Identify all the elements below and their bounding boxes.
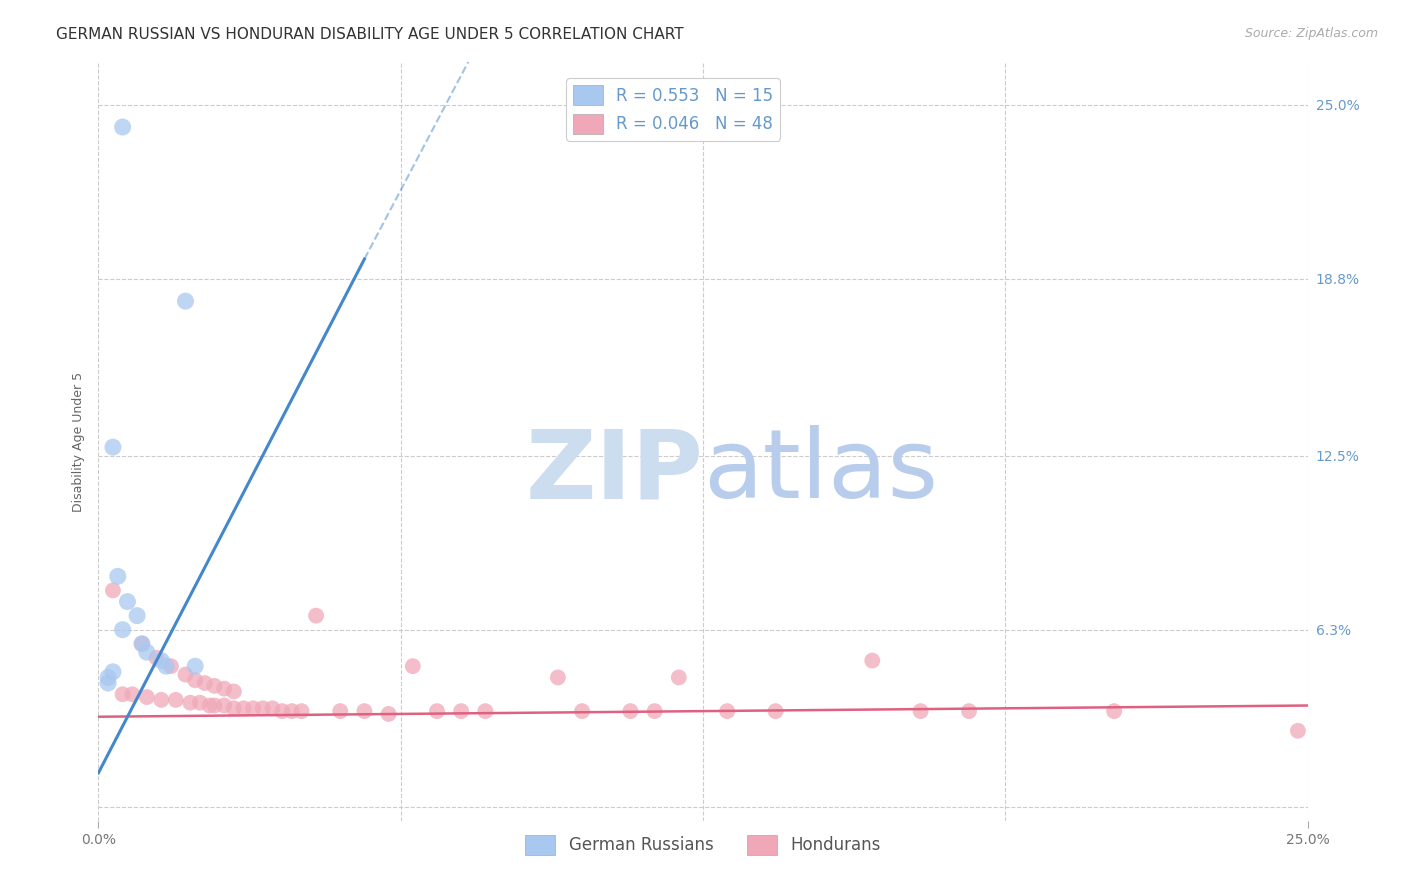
Point bbox=[101, 665, 124, 679]
Point bbox=[160, 659, 183, 673]
Point bbox=[117, 594, 139, 608]
Point bbox=[1102, 704, 1125, 718]
Point bbox=[127, 608, 149, 623]
Point bbox=[97, 670, 120, 684]
Point bbox=[101, 440, 124, 454]
Point bbox=[1286, 723, 1309, 738]
Point bbox=[145, 650, 167, 665]
Text: atlas: atlas bbox=[703, 425, 938, 518]
Point bbox=[716, 704, 738, 718]
Point bbox=[353, 704, 375, 718]
Point bbox=[198, 698, 221, 713]
Point bbox=[165, 693, 187, 707]
Point bbox=[377, 706, 399, 721]
Point bbox=[184, 673, 207, 688]
Point bbox=[474, 704, 496, 718]
Point bbox=[242, 701, 264, 715]
Legend: German Russians, Hondurans: German Russians, Hondurans bbox=[519, 828, 887, 862]
Point bbox=[571, 704, 593, 718]
Point bbox=[232, 701, 254, 715]
Point bbox=[111, 623, 134, 637]
Point bbox=[402, 659, 425, 673]
Point bbox=[188, 696, 211, 710]
Point bbox=[910, 704, 932, 718]
Point bbox=[184, 659, 207, 673]
Point bbox=[101, 583, 124, 598]
Point bbox=[150, 654, 173, 668]
Point bbox=[204, 698, 226, 713]
Point bbox=[619, 704, 641, 718]
Point bbox=[547, 670, 569, 684]
Point bbox=[290, 704, 312, 718]
Point bbox=[450, 704, 472, 718]
Point bbox=[174, 294, 197, 309]
Point bbox=[957, 704, 980, 718]
Point bbox=[252, 701, 274, 715]
Point bbox=[121, 687, 143, 701]
Point bbox=[212, 681, 235, 696]
Point bbox=[204, 679, 226, 693]
Point bbox=[212, 698, 235, 713]
Point bbox=[131, 637, 153, 651]
Point bbox=[131, 637, 153, 651]
Point bbox=[281, 704, 304, 718]
Point bbox=[150, 693, 173, 707]
Y-axis label: Disability Age Under 5: Disability Age Under 5 bbox=[72, 371, 84, 512]
Point bbox=[329, 704, 352, 718]
Point bbox=[135, 645, 157, 659]
Point bbox=[262, 701, 284, 715]
Point bbox=[765, 704, 787, 718]
Point bbox=[111, 120, 134, 134]
Point bbox=[860, 654, 883, 668]
Point bbox=[97, 676, 120, 690]
Point bbox=[111, 687, 134, 701]
Point bbox=[194, 676, 217, 690]
Point bbox=[155, 659, 177, 673]
Text: Source: ZipAtlas.com: Source: ZipAtlas.com bbox=[1244, 27, 1378, 40]
Point bbox=[222, 684, 245, 698]
Point bbox=[107, 569, 129, 583]
Text: ZIP: ZIP bbox=[524, 425, 703, 518]
Point bbox=[644, 704, 666, 718]
Point bbox=[426, 704, 449, 718]
Point bbox=[668, 670, 690, 684]
Point bbox=[271, 704, 294, 718]
Point bbox=[179, 696, 201, 710]
Point bbox=[135, 690, 157, 704]
Text: GERMAN RUSSIAN VS HONDURAN DISABILITY AGE UNDER 5 CORRELATION CHART: GERMAN RUSSIAN VS HONDURAN DISABILITY AG… bbox=[56, 27, 683, 42]
Point bbox=[222, 701, 245, 715]
Point bbox=[305, 608, 328, 623]
Point bbox=[174, 667, 197, 681]
